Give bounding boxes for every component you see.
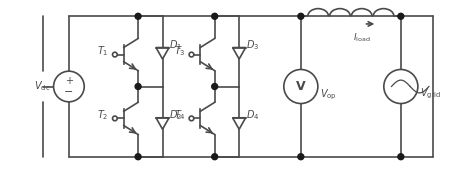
Text: $T_2$: $T_2$ [97,108,109,122]
Text: $T_1$: $T_1$ [97,44,109,58]
Text: −: − [64,87,73,97]
Circle shape [398,154,404,160]
Text: $D_4$: $D_4$ [246,108,259,122]
Circle shape [135,84,141,89]
Circle shape [298,154,304,160]
Circle shape [135,13,141,19]
Circle shape [398,13,404,19]
Circle shape [54,71,84,102]
Circle shape [298,13,304,19]
Circle shape [112,116,117,121]
Polygon shape [156,48,169,59]
Circle shape [212,154,218,160]
Circle shape [135,154,141,160]
Circle shape [284,70,318,103]
Circle shape [212,13,218,19]
Text: V: V [296,80,306,93]
Text: +: + [65,76,73,86]
Text: $D_2$: $D_2$ [169,108,182,122]
Text: $T_3$: $T_3$ [174,44,185,58]
Circle shape [189,116,194,121]
Polygon shape [233,48,246,59]
Text: $I_{\rm load}$: $I_{\rm load}$ [353,31,370,44]
Text: $D_3$: $D_3$ [246,38,259,52]
Polygon shape [233,118,246,129]
Text: $V_{\rm grid}$: $V_{\rm grid}$ [420,87,442,101]
Text: $T_4$: $T_4$ [173,108,185,122]
Text: $V_{\rm op}$: $V_{\rm op}$ [320,88,337,102]
Polygon shape [156,118,169,129]
Circle shape [384,70,418,103]
Circle shape [112,52,117,57]
Text: $V_{\rm dc}$: $V_{\rm dc}$ [34,80,50,93]
Text: $D_1$: $D_1$ [169,38,182,52]
Circle shape [189,52,194,57]
Circle shape [212,84,218,89]
